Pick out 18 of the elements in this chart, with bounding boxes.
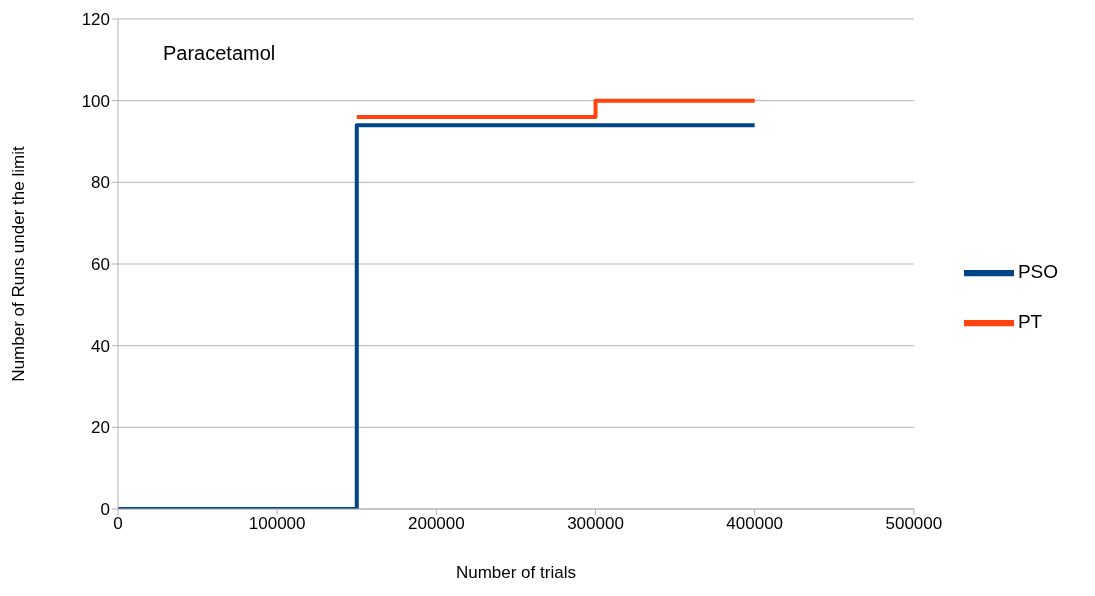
y-axis-title: Number of Runs under the limit	[9, 146, 29, 382]
x-tick-label: 200000	[407, 514, 465, 534]
y-tick-label: 0	[100, 500, 110, 520]
text: Paracetamol	[163, 42, 276, 65]
y-tick-label: 60	[91, 255, 110, 275]
y-tick-label: 120	[81, 10, 110, 30]
x-tick-label: 400000	[726, 514, 784, 534]
y-tick-label: 100	[81, 91, 110, 111]
x-tick-label: 100000	[248, 514, 306, 534]
y-tick-label: 80	[91, 173, 110, 193]
legend-label: PT	[1017, 311, 1043, 333]
x-tick-label: 0	[113, 514, 123, 534]
x-tick-label: 300000	[567, 514, 624, 534]
y-tick-label: 40	[91, 336, 110, 356]
x-tick-label: 500000	[885, 514, 943, 534]
y-tick-label: 20	[91, 418, 110, 438]
legend-label: PSO	[1017, 261, 1058, 283]
x-axis-title: Number of trials	[455, 563, 576, 582]
